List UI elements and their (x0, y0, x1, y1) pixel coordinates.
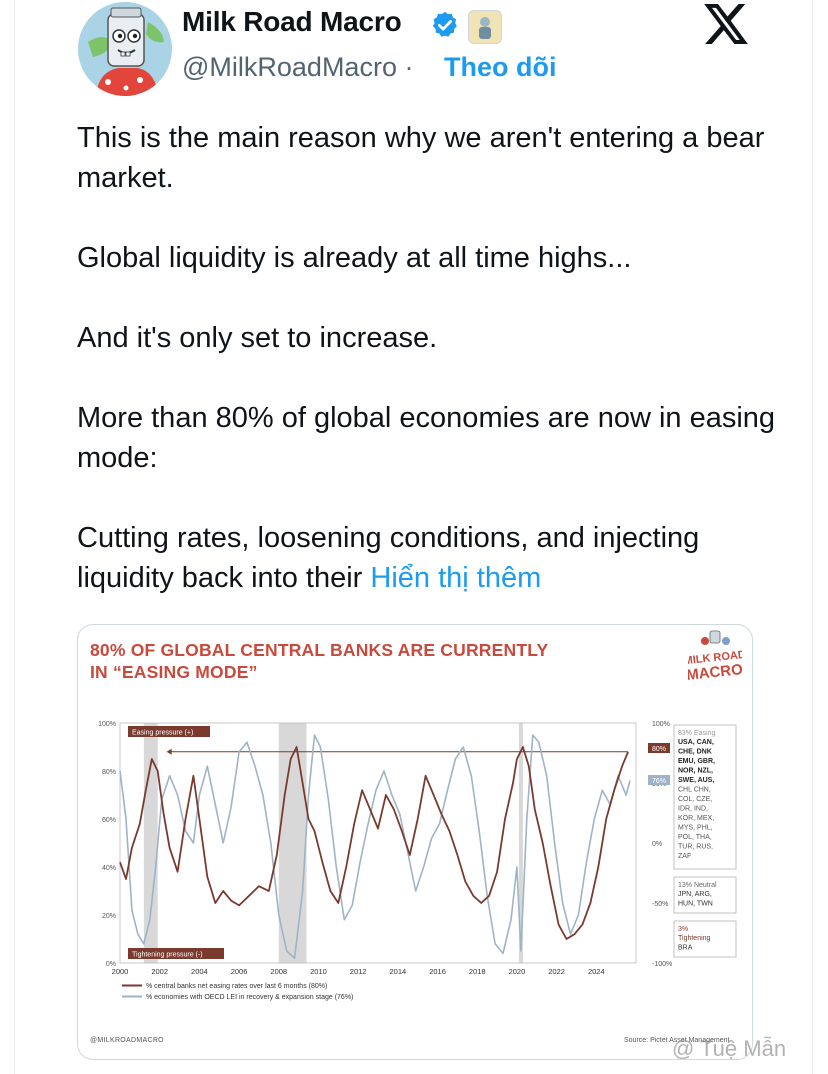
x-tick-label: 2020 (509, 967, 526, 976)
x-tick-label: 2004 (191, 967, 208, 976)
x-tick-label: 2008 (270, 967, 287, 976)
y-tick-label-right: 100% (652, 721, 670, 728)
easing-country-line: EMU, GBR, (678, 758, 715, 765)
avatar-illustration (78, 2, 172, 96)
easing-box (673, 724, 737, 870)
show-more-link[interactable]: Hiển thị thêm (370, 562, 542, 594)
x-tick-label: 2014 (390, 967, 407, 976)
chart-title: 80% OF GLOBAL CENTRAL BANKS ARE CURRENTL… (90, 639, 610, 683)
milk-road-macro-logo: MILK ROAD MACRO (688, 630, 742, 684)
x-tick-label: 2000 (112, 967, 129, 976)
handle-text: @MilkRoadMacro (182, 52, 397, 82)
tweet-media-image[interactable]: 80% OF GLOBAL CENTRAL BANKS ARE CURRENTL… (77, 624, 753, 1060)
easing-country-line: IDR, IND, (678, 806, 708, 813)
y-tick-label-right: -100% (652, 961, 672, 968)
easing-country-line: ZAF (678, 853, 691, 860)
reference-arrow (166, 748, 172, 755)
y-tick-label-right: -50% (652, 901, 668, 908)
series-line-central-banks (119, 746, 629, 940)
easing-country-line: POL, THA, (678, 834, 712, 841)
chart-title-line2: IN “EASING MODE” (90, 662, 258, 682)
x-tick-label: 2024 (588, 967, 605, 976)
series-line-oecd (119, 734, 631, 959)
neutral-box (673, 876, 737, 914)
marker-gray: 76% (652, 778, 666, 785)
y-tick-label-left: 0% (106, 961, 116, 968)
x-tick-label: 2016 (429, 967, 446, 976)
follow-button[interactable]: Theo dõi (444, 52, 557, 82)
card-left-border (0, 0, 15, 1074)
tweet-paragraph: More than 80% of global economies are no… (77, 402, 776, 474)
easing-country-line: CHE, DNK (678, 749, 712, 756)
tightening-pressure-label: Tightening pressure (-) (132, 952, 203, 959)
affiliate-badge-icon[interactable] (468, 10, 502, 44)
easing-pressure-label: Easing pressure (+) (132, 730, 193, 737)
neutral-country-line: HUN, TWN (678, 901, 713, 908)
verified-badge-icon (432, 11, 457, 37)
easing-country-line: COL, CZE, (678, 796, 712, 803)
y-tick-label-left: 20% (102, 913, 116, 920)
author-name[interactable]: Milk Road Macro (182, 6, 402, 37)
tightening-country-line: Tightening (678, 935, 711, 942)
easing-box-title: 83% Easing (678, 730, 715, 737)
legend-label: % central banks net easing rates over la… (146, 983, 327, 990)
card-right-border (812, 0, 813, 1074)
easing-country-line: MYS, PHL, (678, 825, 713, 832)
easing-country-line: SWE, AUS, (678, 777, 714, 784)
avatar[interactable] (78, 2, 172, 96)
shaded-period (278, 723, 307, 963)
chart: 100%80%60%40%20%0%100%50%0%-50%-100%2000… (98, 721, 737, 1001)
logo-text-line2: MACRO (688, 661, 742, 684)
y-tick-label-left: 60% (102, 817, 116, 824)
y-tick-label-left: 100% (98, 721, 116, 728)
neutral-box-title: 13% Neutral (678, 882, 717, 889)
easing-country-line: NOR, NZL, (678, 768, 713, 775)
tweet-paragraph-last: Cutting rates, loosening conditions, and… (77, 518, 777, 598)
shaded-period (518, 723, 523, 963)
tweet-last-text: Cutting rates, loosening conditions, and… (77, 522, 700, 594)
easing-country-line: TUR, RUS, (678, 844, 713, 851)
easing-country-line: CHL CHN, (678, 787, 711, 794)
tweet-text: This is the main reason why we aren't en… (77, 118, 777, 638)
x-tick-label: 2018 (469, 967, 486, 976)
y-tick-label-left: 40% (102, 865, 116, 872)
x-logo-icon[interactable] (704, 4, 748, 44)
marker-gray-bg (648, 775, 670, 785)
tightening-box-title: 3% (678, 926, 688, 933)
x-tick-label: 2022 (548, 967, 565, 976)
x-tick-label: 2010 (310, 967, 327, 976)
watermark: @ Tuệ Mẫn (672, 1036, 787, 1061)
tweet-paragraph: This is the main reason why we aren't en… (77, 122, 765, 194)
shaded-period (143, 723, 158, 963)
tweet-paragraph: And it's only set to increase. (77, 322, 438, 354)
x-tick-label: 2012 (350, 967, 367, 976)
handle-separator: · (404, 52, 414, 82)
neutral-country-line: JPN, ARG, (678, 891, 712, 898)
easing-country-line: USA, CAN, (678, 739, 714, 746)
x-tick-label: 2002 (151, 967, 168, 976)
legend-label: % economies with OECD LEI in recovery & … (146, 994, 353, 1001)
easing-label-bg (128, 726, 210, 737)
author-handle[interactable]: @MilkRoadMacro · (182, 52, 413, 83)
marker-red: 80% (652, 746, 666, 753)
tightening-country-line: BRA (678, 945, 693, 952)
tightening-box (673, 920, 737, 958)
y-tick-label-right: 0% (652, 841, 662, 848)
x-tick-label: 2006 (231, 967, 248, 976)
tightening-label-bg (128, 948, 224, 959)
footer-source: Source: Pictet Asset Management (624, 1037, 730, 1044)
easing-country-line: KOR, MEX, (678, 815, 714, 822)
y-tick-label-left: 80% (102, 769, 116, 776)
footer-handle: @MILKROADMACRO (90, 1037, 164, 1044)
tweet-paragraph: Global liquidity is already at all time … (77, 242, 632, 274)
chart-title-line1: 80% OF GLOBAL CENTRAL BANKS ARE CURRENTL… (90, 640, 549, 660)
marker-red-bg (648, 743, 670, 753)
affiliate-logo-icon (479, 17, 491, 39)
plot-frame (119, 722, 637, 964)
